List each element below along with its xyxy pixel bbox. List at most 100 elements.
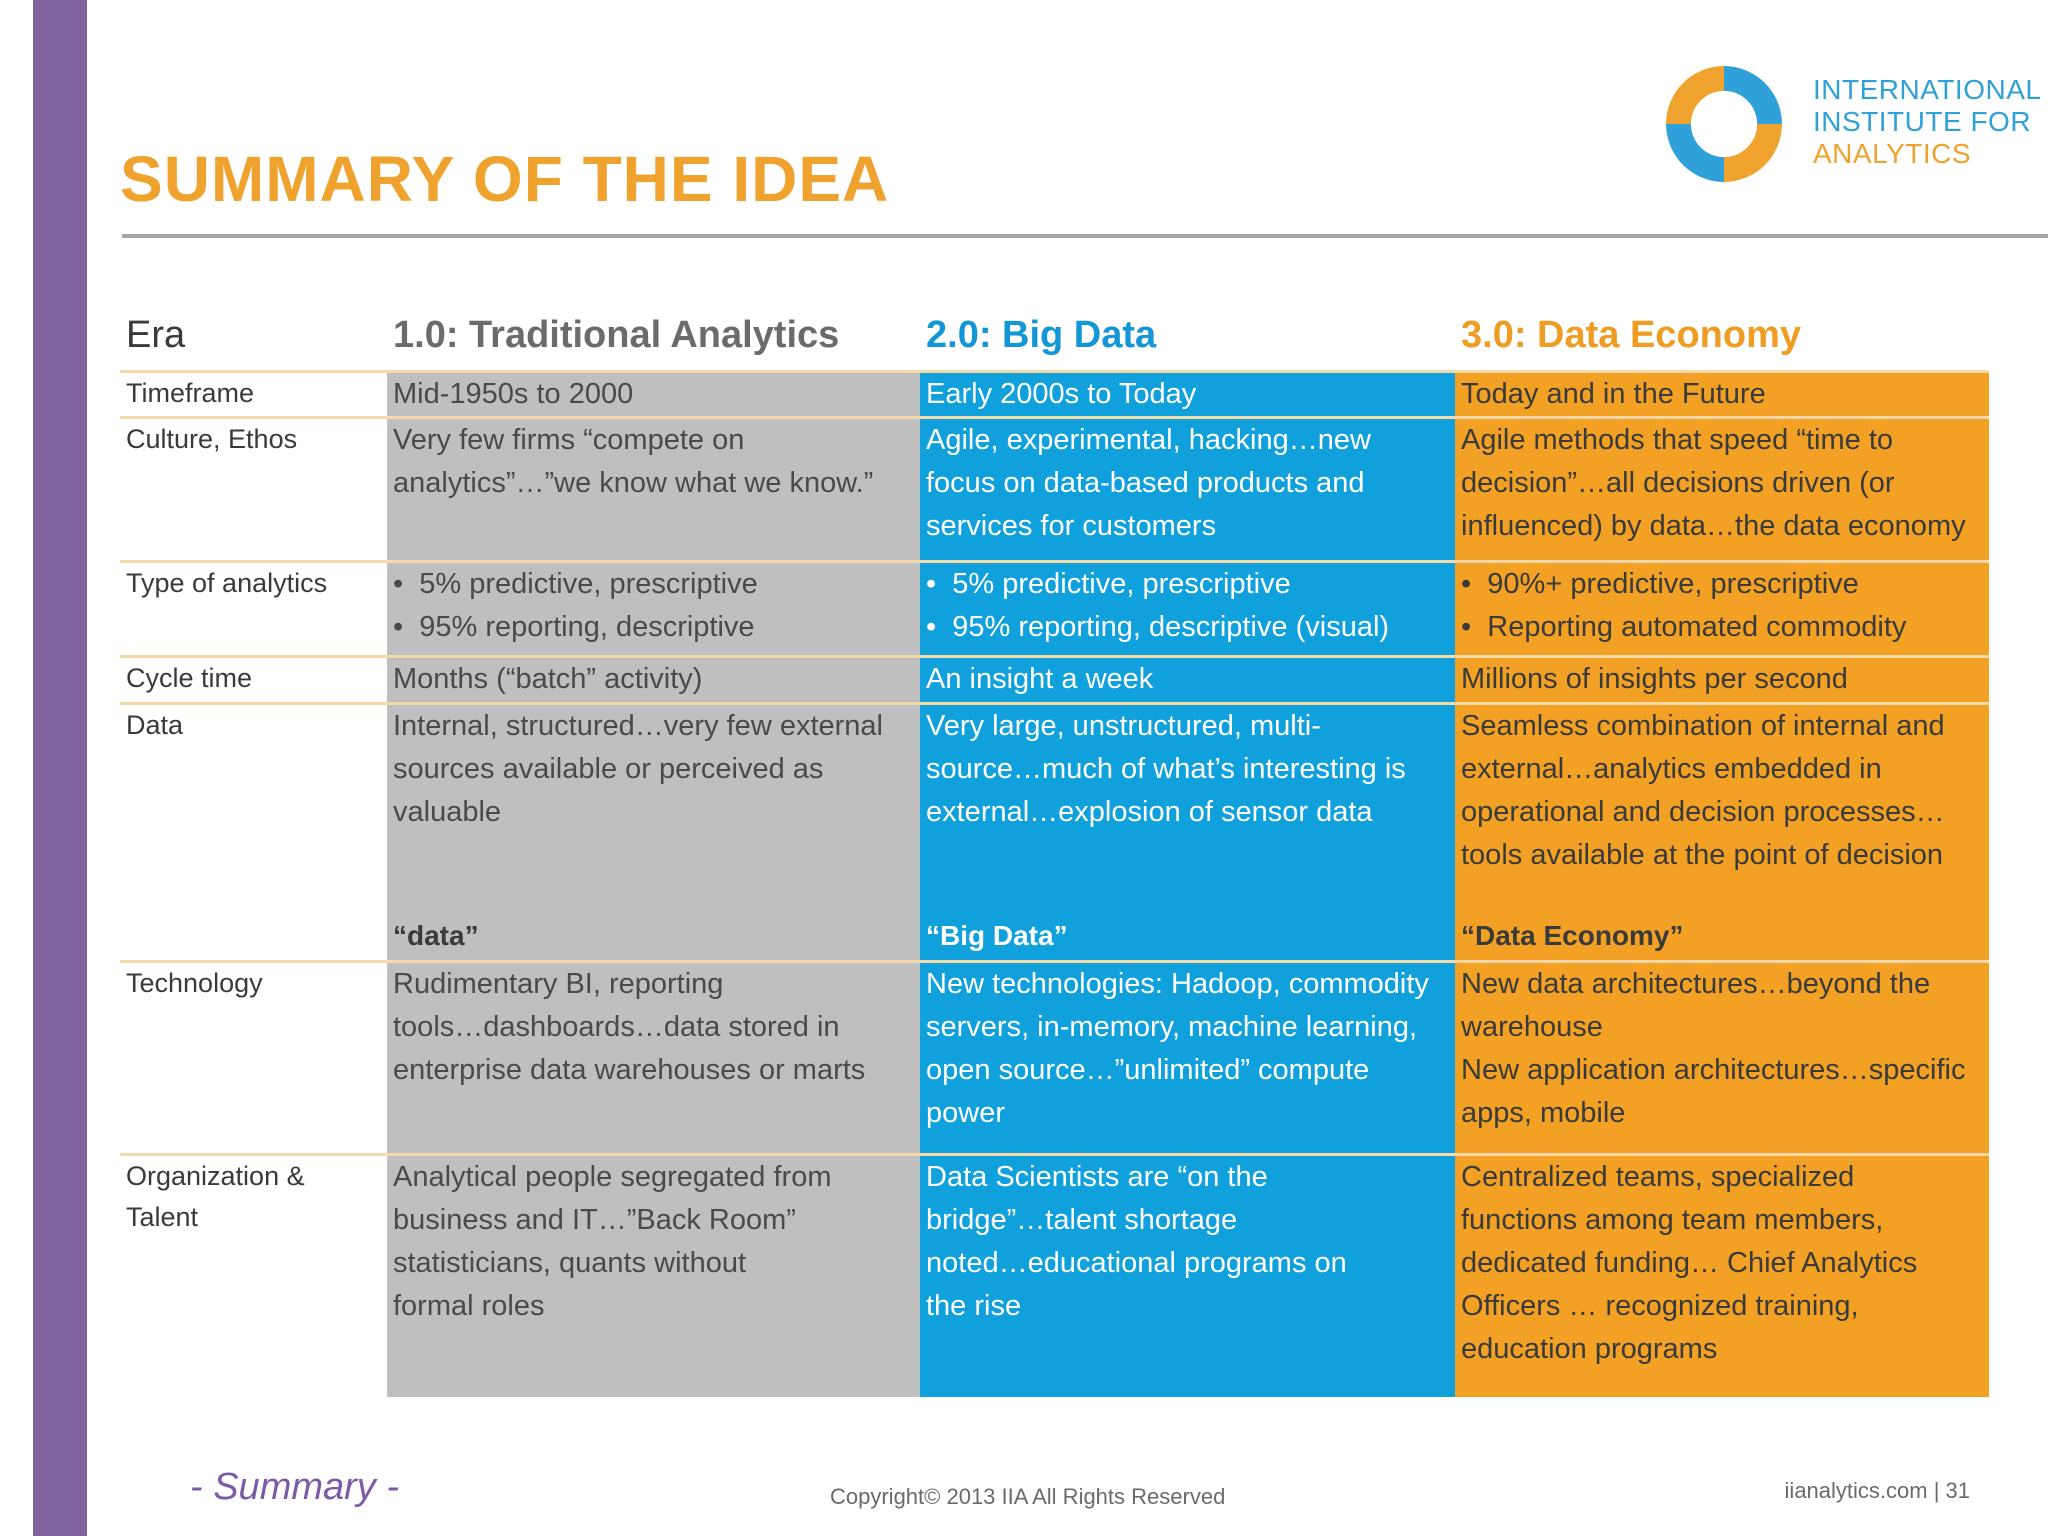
cell-line: Data Scientists are “on the	[926, 1161, 1268, 1193]
era-header-traditional: 1.0: Traditional Analytics	[393, 314, 840, 356]
row-label-technology: Technology	[126, 968, 263, 998]
cell-line: servers, in-memory, machine learning,	[926, 1011, 1418, 1043]
cell-line: New technologies: Hadoop, commodity	[926, 968, 1429, 1000]
logo-line-3: ANALYTICS	[1813, 138, 1972, 169]
cell-line: external…explosion of sensor data	[926, 796, 1373, 828]
cell-line: decision”…all decisions driven (or	[1461, 467, 1895, 499]
row-divider	[120, 560, 1989, 563]
cell-line: enterprise data warehouses or marts	[393, 1054, 866, 1086]
bullet-item: 95% reporting, descriptive (visual)	[926, 606, 1448, 649]
bullet-item: Reporting automated commodity	[1461, 606, 1986, 649]
cell-line: Internal, structured…very few external	[393, 710, 883, 742]
cell-line: valuable	[393, 796, 502, 828]
cell-line: statisticians, quants without	[393, 1247, 747, 1279]
row-divider	[120, 1153, 1989, 1156]
row-divider	[120, 370, 1989, 373]
cell-line: tools available at the point of decision	[1461, 839, 1944, 871]
organization-bigdata: Data Scientists are “on the bridge”…tale…	[926, 1156, 1448, 1328]
left-accent-bar	[33, 0, 87, 1536]
culture-traditional: Very few firms “compete on analytics”…”w…	[393, 419, 913, 505]
column-bigdata-bg	[920, 372, 1455, 1397]
cell-line: open source…”unlimited” compute	[926, 1054, 1370, 1086]
footer-copyright: Copyright© 2013 IIA All Rights Reserved	[830, 1484, 1226, 1509]
bullet-item: 95% reporting, descriptive	[393, 606, 913, 649]
data-bigdata: Very large, unstructured, multi- source……	[926, 705, 1448, 834]
cell-line: Analytical people segregated from	[393, 1161, 832, 1193]
era-header-dataeconomy: 3.0: Data Economy	[1461, 314, 1801, 356]
cell-line: education programs	[1461, 1333, 1718, 1365]
bullet-item: 5% predictive, prescriptive	[393, 563, 913, 606]
cell-line: bridge”…talent shortage	[926, 1204, 1238, 1236]
cell-line: Agile, experimental, hacking…new	[926, 424, 1371, 456]
cell-line: formal roles	[393, 1290, 545, 1322]
page-title: SUMMARY OF THE IDEA	[120, 143, 890, 215]
cell-line: the rise	[926, 1290, 1022, 1322]
row-divider	[120, 655, 1989, 658]
cell-line: power	[926, 1097, 1005, 1129]
organization-traditional: Analytical people segregated from busine…	[393, 1156, 913, 1328]
row-label-timeframe: Timeframe	[126, 378, 255, 408]
row-divider	[120, 416, 1989, 419]
row-divider	[120, 960, 1989, 963]
row-label-type: Type of analytics	[126, 568, 328, 598]
culture-bigdata: Agile, experimental, hacking…new focus o…	[926, 419, 1448, 548]
logo-line-1: INTERNATIONAL	[1813, 74, 2042, 105]
cell-line: Agile methods that speed “time to	[1461, 424, 1894, 456]
technology-traditional: Rudimentary BI, reporting tools…dashboar…	[393, 963, 913, 1092]
data-traditional: Internal, structured…very few external s…	[393, 705, 913, 834]
cell-line: operational and decision processes…	[1461, 796, 1945, 828]
cell-line: apps, mobile	[1461, 1097, 1626, 1129]
cycle-traditional: Months (“batch” activity)	[393, 663, 703, 695]
type-bigdata: 5% predictive, prescriptive 95% reportin…	[926, 563, 1448, 649]
technology-dataeconomy: New data architectures…beyond the wareho…	[1461, 963, 1986, 1135]
cell-line: New application architectures…specific	[1461, 1054, 1966, 1086]
data-tag-traditional: “data”	[393, 920, 479, 951]
logo-line-2: INSTITUTE FOR	[1813, 106, 2032, 137]
cell-line: services for customers	[926, 510, 1217, 542]
bullet-item: 5% predictive, prescriptive	[926, 563, 1448, 606]
cell-line: Seamless combination of internal and	[1461, 710, 1945, 742]
cell-line: Very few firms “compete on	[393, 424, 745, 456]
column-traditional-bg	[387, 372, 920, 1397]
row-label-cycle: Cycle time	[126, 663, 253, 693]
type-traditional: 5% predictive, prescriptive 95% reportin…	[393, 563, 913, 649]
data-tag-bigdata: “Big Data”	[926, 920, 1068, 951]
era-header-bigdata: 2.0: Big Data	[926, 314, 1157, 356]
footer-site-page: iianalytics.com | 31	[1784, 1478, 1970, 1503]
logo-wordmark: INTERNATIONAL INSTITUTE FOR ANALYTICS	[1813, 74, 2041, 170]
data-dataeconomy: Seamless combination of internal and ext…	[1461, 705, 1986, 877]
cell-line: noted…educational programs on	[926, 1247, 1347, 1279]
organization-dataeconomy: Centralized teams, specialized functions…	[1461, 1156, 1986, 1371]
cell-line: warehouse	[1461, 1011, 1603, 1043]
row-divider	[120, 702, 1989, 705]
cell-line: business and IT…”Back Room”	[393, 1204, 796, 1236]
title-divider	[122, 234, 2048, 238]
cell-line: analytics”…”we know what we know.”	[393, 467, 874, 499]
timeframe-bigdata: Early 2000s to Today	[926, 378, 1197, 410]
technology-bigdata: New technologies: Hadoop, commodity serv…	[926, 963, 1448, 1135]
cycle-bigdata: An insight a week	[926, 663, 1154, 695]
cell-line: influenced) by data…the data economy	[1461, 510, 1966, 542]
era-header-label: Era	[126, 314, 186, 356]
culture-dataeconomy: Agile methods that speed “time to decisi…	[1461, 419, 1986, 548]
data-tag-dataeconomy: “Data Economy”	[1461, 920, 1684, 951]
cell-line: Rudimentary BI, reporting	[393, 968, 724, 1000]
cell-line: New data architectures…beyond the	[1461, 968, 1931, 1000]
cell-line: Centralized teams, specialized	[1461, 1161, 1855, 1193]
bullet-item: 90%+ predictive, prescriptive	[1461, 563, 1986, 606]
cell-line: tools…dashboards…data stored in	[393, 1011, 840, 1043]
cell-line: sources available or perceived as	[393, 753, 824, 785]
cell-line: source…much of what’s interesting is	[926, 753, 1406, 785]
cell-line: Officers … recognized training,	[1461, 1290, 1859, 1322]
cell-line: external…analytics embedded in	[1461, 753, 1882, 785]
cell-line: dedicated funding… Chief Analytics	[1461, 1247, 1918, 1279]
footer-section-label: - Summary -	[190, 1466, 399, 1508]
iia-logo-icon	[1666, 66, 1782, 182]
row-label-data: Data	[126, 710, 184, 740]
row-label-culture: Culture, Ethos	[126, 424, 298, 454]
cell-line: focus on data-based products and	[926, 467, 1365, 499]
label-line: Talent	[126, 1202, 199, 1232]
label-line: Organization &	[126, 1161, 305, 1191]
timeframe-dataeconomy: Today and in the Future	[1461, 378, 1766, 410]
cycle-dataeconomy: Millions of insights per second	[1461, 663, 1848, 695]
